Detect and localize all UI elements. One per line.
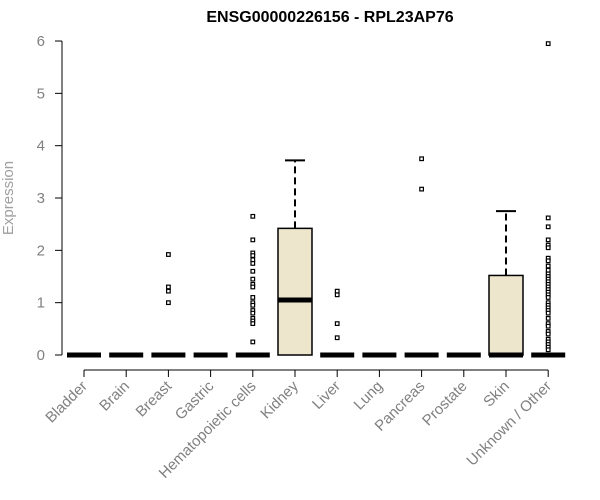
outlier-point-8-0 [419,156,424,162]
outlier-point-11-5 [545,245,551,251]
outlier-point-11-9 [545,267,551,273]
outlier-point-2-0 [166,252,171,257]
y-tick-label-6: 6 [37,33,45,50]
x-tick-label-1: Brain [96,378,133,415]
box-2 [151,252,186,358]
box-8 [404,156,439,358]
outlier-point-4-4 [250,257,256,263]
outlier-point-2-2 [166,288,171,294]
box-rect-5 [277,227,313,356]
outlier-point-6-2 [334,321,340,327]
outlier-point-11-25 [545,315,551,321]
outlier-point-4-14 [250,310,256,316]
outlier-point-4-7 [250,276,256,282]
y-tick-label-1: 1 [37,295,45,312]
y-tick-label-5: 5 [37,85,45,102]
x-tick-label-10: Skin [480,378,513,411]
x-tick-label-5: Kidney [257,377,302,422]
x-tick-label-2: Breast [133,377,176,420]
outlier-point-11-34 [545,347,551,353]
box-11 [531,41,566,358]
outlier-point-11-2 [545,224,551,230]
y-tick-label-3: 3 [37,190,45,207]
outlier-point-11-24 [545,310,551,316]
y-tick-label-0: 0 [37,347,45,364]
outlier-point-11-29 [545,331,551,337]
box-5 [277,159,313,356]
box-10 [488,210,524,358]
outlier-point-4-9 [250,284,256,290]
box-4 [235,213,270,358]
x-tick-label-0: Bladder [42,378,91,427]
outlier-point-4-0 [250,213,256,219]
outlier-point-4-1 [250,237,256,243]
outlier-point-11-19 [545,295,551,300]
outlier-point-2-1 [166,284,171,290]
y-axis: 0 1 2 3 4 5 6 [37,33,63,364]
outlier-point-11-1 [545,215,551,221]
outlier-point-4-6 [250,268,256,274]
x-tick-label-9: Prostate [419,378,471,430]
outlier-point-4-3 [250,253,256,258]
outlier-point-4-12 [250,302,256,308]
outlier-point-6-3 [334,335,340,341]
outlier-point-11-27 [545,323,551,329]
box-rect-10 [488,274,524,356]
x-tick-label-7: Lung [351,378,387,414]
outlier-point-4-18 [250,339,256,345]
y-axis-label: Expression [0,161,17,235]
x-tick-label-6: Liver [309,378,344,413]
outlier-point-11-3 [545,237,551,243]
y-tick-label-4: 4 [37,138,45,155]
outlier-point-6-0 [334,288,340,294]
outlier-point-11-7 [545,258,551,264]
box-6 [320,288,355,358]
outlier-point-2-3 [166,300,171,306]
outlier-point-4-10 [250,295,256,300]
outlier-point-11-8 [545,263,551,269]
outlier-point-11-0 [545,41,551,47]
outlier-point-6-1 [334,292,340,298]
outlier-point-4-5 [250,261,256,266]
outlier-point-8-1 [419,186,424,192]
y-tick-label-2: 2 [37,242,45,259]
boxes-group [67,41,566,358]
chart-title: ENSG00000226156 - RPL23AP76 [206,9,453,26]
outlier-point-4-17 [250,321,256,327]
